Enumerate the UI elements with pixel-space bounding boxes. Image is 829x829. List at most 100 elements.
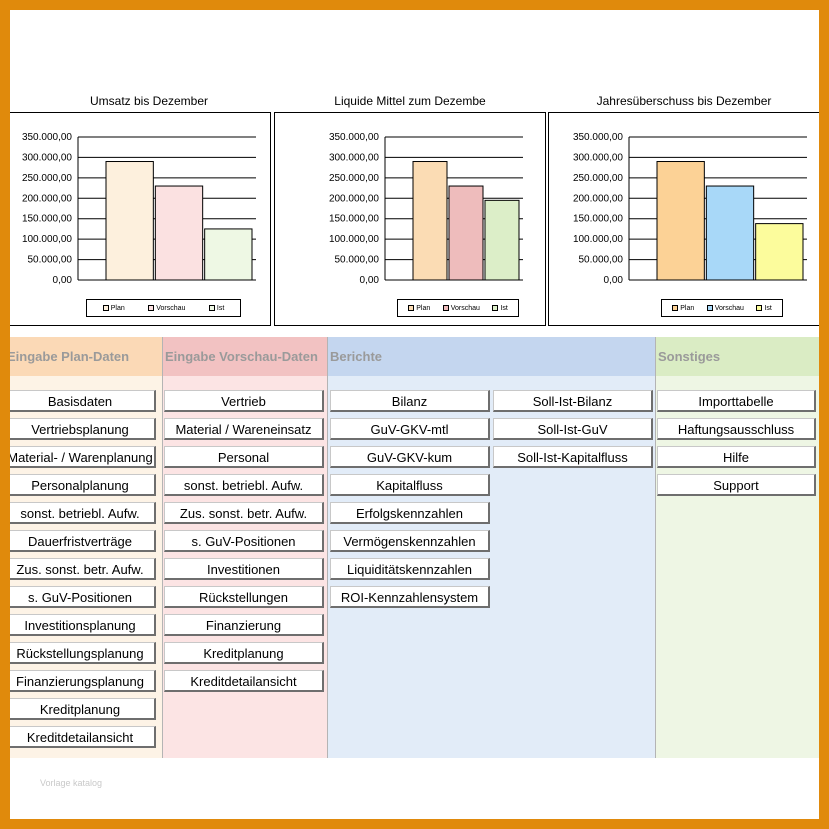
personal-button[interactable]: Personal (164, 446, 324, 468)
section-plan-title: Eingabe Plan-Daten (10, 337, 162, 376)
legend-ist-swatch (208, 305, 215, 311)
chart-title-umsatz: Umsatz bis Dezember (89, 94, 209, 108)
rueckstellungsplanung-button[interactable]: Rückstellungsplanung (10, 642, 156, 664)
legend-ist-swatch (492, 305, 499, 311)
section-sonstiges-title: Sonstiges (656, 337, 819, 376)
chart-liquide-mittel-legend: Plan Vorschau Ist (397, 299, 519, 317)
bar-ist (755, 223, 804, 281)
kreditdetailansicht-button[interactable]: Kreditdetailansicht (164, 670, 324, 692)
legend-plan-swatch (672, 305, 679, 311)
chart-umsatz: 0,00 50.000,00 100.000,00 150.000,00 200.000… (10, 112, 271, 326)
y-tick-label: 200.000,00 (573, 193, 623, 204)
finanzierungsplanung-button[interactable]: Finanzierungsplanung (10, 670, 156, 692)
personalplanung-button[interactable]: Personalplanung (10, 474, 156, 496)
bar-vorschau (705, 185, 755, 281)
finanzierung-button[interactable]: Finanzierung (164, 614, 324, 636)
legend-plan-swatch (102, 305, 109, 311)
importtabelle-button[interactable]: Importtabelle (657, 390, 816, 412)
kapitalfluss-button[interactable]: Kapitalfluss (330, 474, 490, 496)
rueckstellungen-button[interactable]: Rückstellungen (164, 586, 324, 608)
s-guv-positionen-button[interactable]: s. GuV-Positionen (10, 586, 156, 608)
zus-sonst-betr-aufw-button[interactable]: Zus. sonst. betr. Aufw. (10, 558, 156, 580)
vermoegenskennzahlen-button[interactable]: Vermögenskennzahlen (330, 530, 490, 552)
dauerfristvertraege-button[interactable]: Dauerfristverträge (10, 530, 156, 552)
legend-vorschau-swatch (148, 305, 155, 311)
bilanz-button[interactable]: Bilanz (330, 390, 490, 412)
material-wareneinsatz-button[interactable]: Material / Wareneinsatz (164, 418, 324, 440)
guv-gkv-mtl-button[interactable]: GuV-GKV-mtl (330, 418, 490, 440)
bar-vorschau (448, 185, 484, 281)
legend-plan: Plan (102, 305, 125, 312)
soll-ist-bilanz-button[interactable]: Soll-Ist-Bilanz (493, 390, 653, 412)
y-tick-label: 350.000,00 (573, 132, 623, 143)
legend-vorschau-label: Vorschau (156, 304, 186, 312)
basisdaten-button[interactable]: Basisdaten (10, 390, 156, 412)
bar-plan (105, 161, 154, 281)
investitionen-button[interactable]: Investitionen (164, 558, 324, 580)
zus-sonst-betr-aufw-button[interactable]: Zus. sonst. betr. Aufw. (164, 502, 324, 524)
y-tick-label: 150.000,00 (22, 214, 72, 225)
bar-vorschau (154, 185, 204, 281)
support-button[interactable]: Support (657, 474, 816, 496)
chart-liquide-mittel-plot: 0,00 50.000,00 100.000,00 150.000,00 200.000… (329, 132, 523, 286)
section-divider (327, 337, 328, 758)
legend-ist-label: Ist (764, 304, 772, 312)
y-tick-label: 300.000,00 (573, 152, 623, 163)
section-plan: Eingabe Plan-Daten Basisdaten Vertriebspl… (10, 337, 162, 758)
chart-liquide-mittel: 0,00 50.000,00 100.000,00 150.000,00 200.000… (274, 112, 546, 326)
y-tick-label: 150.000,00 (573, 214, 623, 225)
legend-ist-label: Ist (500, 304, 508, 312)
section-vorschau-body: Vertrieb Material / Wareneinsatz Personal s… (163, 376, 327, 758)
material-warenplanung-button[interactable]: Material- / Warenplanung (10, 446, 156, 468)
haftungsausschluss-button[interactable]: Haftungsausschluss (657, 418, 816, 440)
s-guv-positionen-button[interactable]: s. GuV-Positionen (164, 530, 324, 552)
y-tick-label: 50.000,00 (335, 255, 380, 266)
legend-vorschau-swatch (706, 305, 713, 311)
legend-ist-swatch (756, 305, 763, 311)
bar-ist (204, 228, 253, 281)
kreditdetailansicht-button[interactable]: Kreditdetailansicht (10, 726, 156, 748)
kreditplanung-button[interactable]: Kreditplanung (164, 642, 324, 664)
erfolgskennzahlen-button[interactable]: Erfolgskennzahlen (330, 502, 490, 524)
hilfe-button[interactable]: Hilfe (657, 446, 816, 468)
guv-gkv-kum-button[interactable]: GuV-GKV-kum (330, 446, 490, 468)
soll-ist-guv-button[interactable]: Soll-Ist-GuV (493, 418, 653, 440)
chart-jahresueberschuss: 0,00 50.000,00 100.000,00 150.000,00 200.000… (548, 112, 819, 326)
chart-title-jahresueberschuss: Jahresüberschuss bis Dezember (596, 94, 772, 108)
chart-umsatz-legend: Plan Vorschau Ist (86, 299, 241, 317)
legend-vorschau-swatch (442, 305, 449, 311)
dashboard-sheet: Umsatz bis Dezember 0,00 50.000,00 100.000… (10, 10, 819, 819)
soll-ist-kapitalfluss-button[interactable]: Soll-Ist-Kapitalfluss (493, 446, 653, 468)
roi-kennzahlensystem-button[interactable]: ROI-Kennzahlensystem (330, 586, 490, 608)
sonst-betriebl-aufw-button[interactable]: sonst. betriebl. Aufw. (164, 474, 324, 496)
y-tick-label: 50.000,00 (579, 255, 624, 266)
section-divider (655, 337, 656, 758)
vertrieb-button[interactable]: Vertrieb (164, 390, 324, 412)
section-berichte-body: Bilanz GuV-GKV-mtl GuV-GKV-kum Kapitalfluss… (328, 376, 655, 758)
section-berichte-title: Berichte (328, 337, 655, 376)
legend-ist: Ist (492, 304, 508, 312)
y-tick-label: 150.000,00 (329, 214, 379, 225)
section-sonstiges: Sonstiges Importtabelle Haftungsausschlus… (656, 337, 819, 758)
legend-vorschau-label: Vorschau (450, 304, 480, 312)
vertriebsplanung-button[interactable]: Vertriebsplanung (10, 418, 156, 440)
watermark-text: Vorlage katalog (40, 778, 103, 788)
section-vorschau-title: Eingabe Vorschau-Daten (163, 337, 327, 376)
section-vorschau: Eingabe Vorschau-Daten Vertrieb Material … (163, 337, 327, 758)
sonst-betriebl-aufw-button[interactable]: sonst. betriebl. Aufw. (10, 502, 156, 524)
investitionsplanung-button[interactable]: Investitionsplanung (10, 614, 156, 636)
section-sonstiges-body: Importtabelle Haftungsausschluss Hilfe Supp… (656, 376, 819, 758)
y-tick-label: 100.000,00 (573, 234, 623, 245)
legend-vorschau-label: Vorschau (714, 304, 744, 312)
y-tick-label: 0,00 (360, 275, 380, 286)
y-tick-label: 350.000,00 (22, 132, 72, 143)
y-tick-label: 300.000,00 (329, 152, 379, 163)
y-tick-label: 250.000,00 (22, 173, 72, 184)
legend-ist-label: Ist (216, 304, 225, 312)
legend-plan: Plan (672, 305, 694, 312)
legend-vorschau: Vorschau (706, 304, 744, 312)
section-divider (162, 337, 163, 758)
kreditplanung-button[interactable]: Kreditplanung (10, 698, 156, 720)
liquiditaetskennzahlen-button[interactable]: Liquiditätskennzahlen (330, 558, 490, 580)
chart-jahresueberschuss-legend: Plan Vorschau Ist (661, 299, 783, 317)
